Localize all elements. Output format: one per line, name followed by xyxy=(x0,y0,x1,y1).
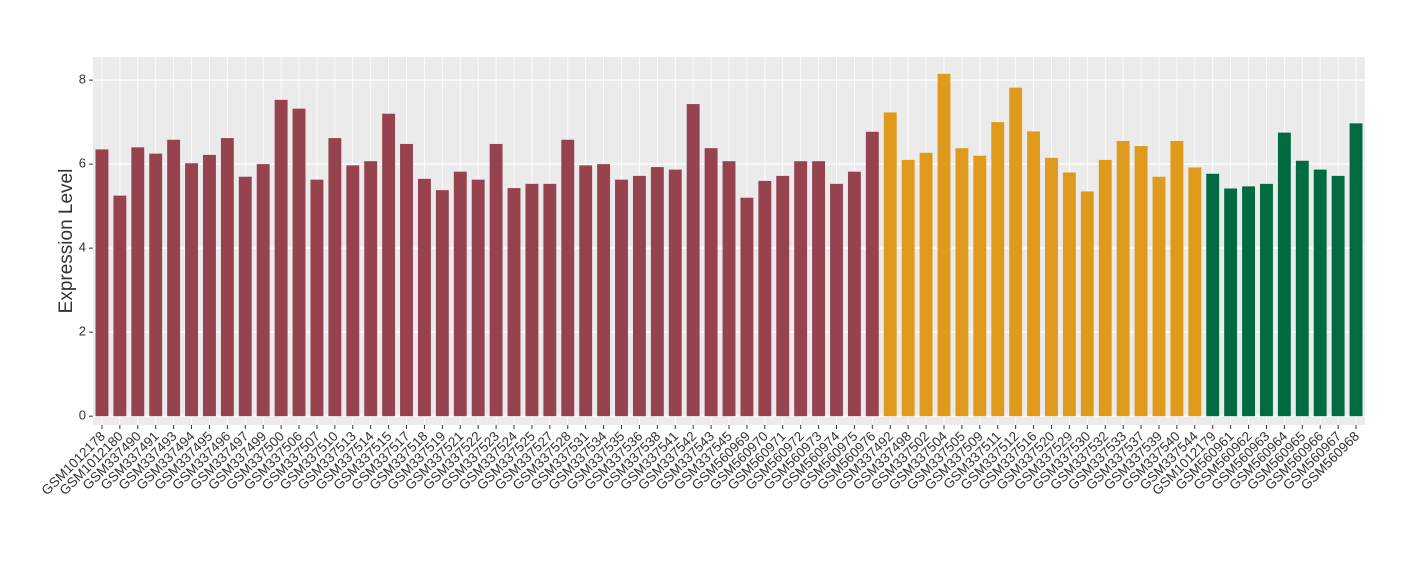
bar xyxy=(274,99,288,417)
bar xyxy=(1224,188,1238,417)
y-axis-label: Expression Level xyxy=(56,169,77,314)
bar xyxy=(346,165,360,417)
bar xyxy=(615,179,628,417)
bar xyxy=(292,108,306,417)
bar xyxy=(256,164,270,417)
bar xyxy=(686,104,700,417)
bar xyxy=(991,122,1005,417)
bar xyxy=(883,112,897,417)
bar xyxy=(955,148,969,417)
bar xyxy=(865,131,879,417)
bar xyxy=(1349,123,1363,417)
bar xyxy=(1045,157,1058,417)
bar xyxy=(364,161,378,417)
bar xyxy=(310,179,324,417)
bar xyxy=(203,154,216,417)
bar xyxy=(812,161,826,417)
bar xyxy=(525,183,539,417)
bar xyxy=(1134,146,1148,417)
bar xyxy=(579,165,593,417)
bar xyxy=(185,163,198,417)
bar xyxy=(1098,159,1112,417)
bar xyxy=(722,161,736,417)
bar xyxy=(1242,186,1255,417)
bar xyxy=(776,175,790,417)
y-tick-label: 0 xyxy=(79,408,86,423)
bar xyxy=(149,153,163,417)
bar xyxy=(543,183,557,417)
bar xyxy=(561,139,575,417)
bar xyxy=(1331,175,1345,417)
y-tick-label: 8 xyxy=(79,72,86,87)
bar xyxy=(1277,132,1291,417)
bar xyxy=(632,175,646,417)
y-tick-label: 4 xyxy=(79,240,86,255)
bar xyxy=(758,180,772,417)
bar xyxy=(704,148,718,417)
bar xyxy=(794,161,808,417)
bar xyxy=(167,139,181,417)
bar xyxy=(435,190,449,417)
bar xyxy=(973,155,987,417)
bar xyxy=(597,164,611,417)
bar xyxy=(740,197,754,417)
bar xyxy=(489,143,503,417)
bar xyxy=(131,147,145,417)
bar xyxy=(847,171,861,417)
bar xyxy=(901,159,915,417)
bar xyxy=(1027,131,1041,417)
bar xyxy=(328,138,342,417)
bar xyxy=(1295,160,1309,417)
bar xyxy=(830,183,843,417)
bar xyxy=(400,143,413,417)
bar xyxy=(471,179,485,417)
bar xyxy=(507,188,521,417)
bar xyxy=(1206,173,1220,417)
bar xyxy=(220,138,234,417)
bar xyxy=(417,178,431,417)
bar xyxy=(668,169,682,417)
bar xyxy=(1116,141,1130,417)
bar xyxy=(113,195,127,417)
bar xyxy=(1260,183,1273,417)
bar xyxy=(650,167,664,417)
bar xyxy=(95,149,109,417)
y-tick-label: 6 xyxy=(79,156,86,171)
bar xyxy=(1009,87,1023,417)
bar xyxy=(937,73,951,417)
bar xyxy=(1062,172,1076,417)
bar xyxy=(1152,176,1166,417)
bar xyxy=(919,152,933,417)
bar xyxy=(382,113,396,417)
bar xyxy=(1188,167,1202,417)
bar xyxy=(1080,191,1094,417)
bar xyxy=(1313,169,1327,417)
y-tick-label: 2 xyxy=(79,324,86,339)
bar xyxy=(1170,141,1184,417)
bar xyxy=(238,176,252,417)
bar xyxy=(453,171,467,417)
